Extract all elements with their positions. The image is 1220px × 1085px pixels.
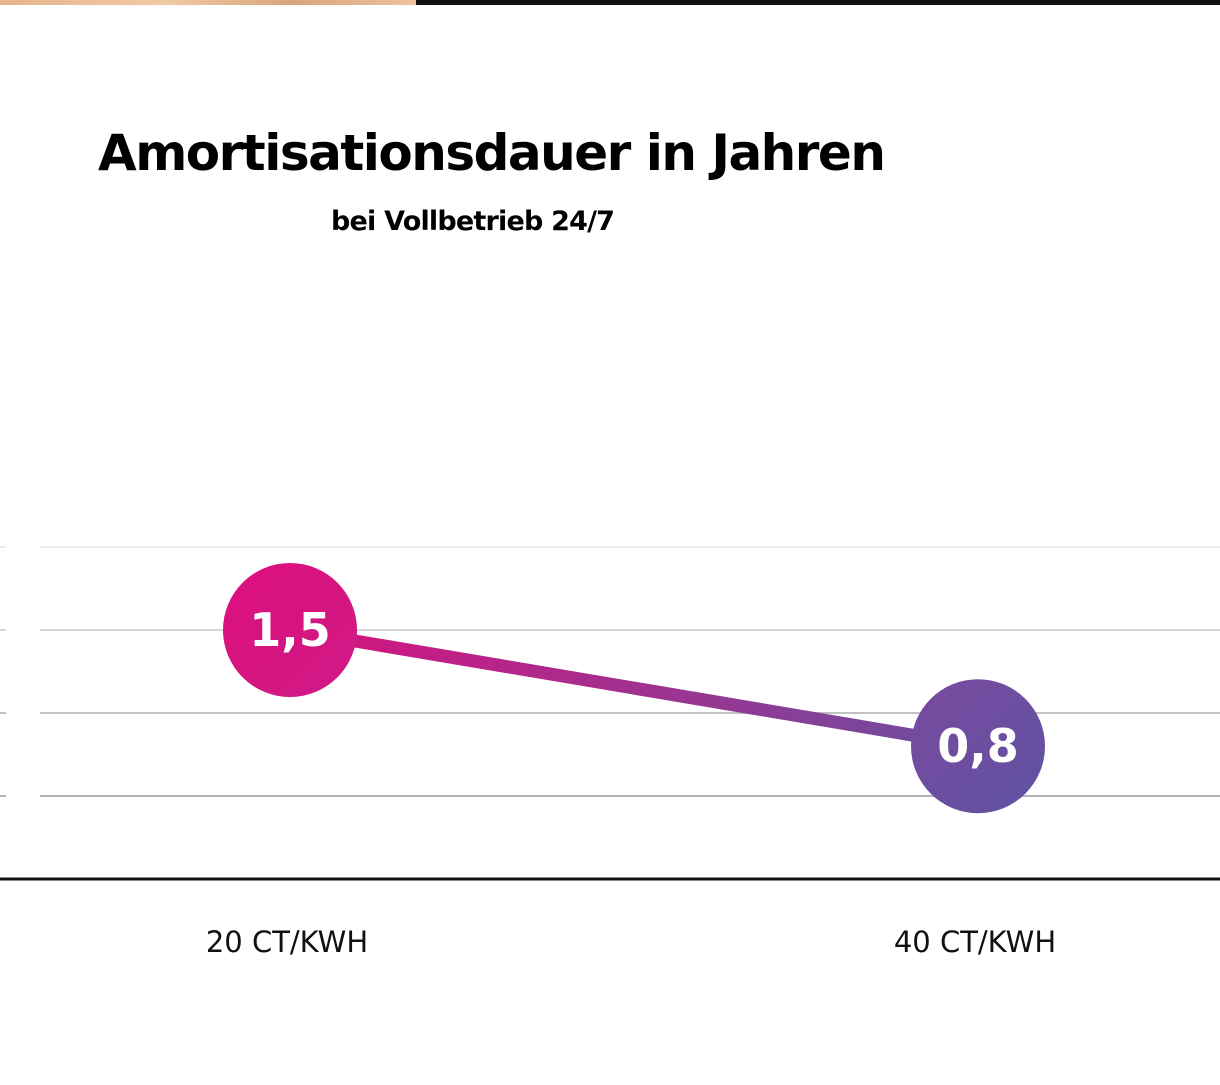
x-tick-label: 40 CT/KWH: [894, 925, 1056, 959]
series-line: [283, 623, 985, 753]
data-point: [223, 563, 357, 697]
x-tick-label: 20 CT/KWH: [206, 925, 368, 959]
header-image-strip: [0, 0, 416, 5]
chart-title: Amortisationsdauer in Jahren: [98, 124, 886, 182]
data-label: 0,8: [937, 719, 1019, 773]
header-dark-strip: [416, 0, 1220, 5]
chart-subtitle: bei Vollbetrieb 24/7: [331, 206, 615, 237]
data-label: 1,5: [249, 603, 331, 657]
data-point: [911, 679, 1045, 814]
